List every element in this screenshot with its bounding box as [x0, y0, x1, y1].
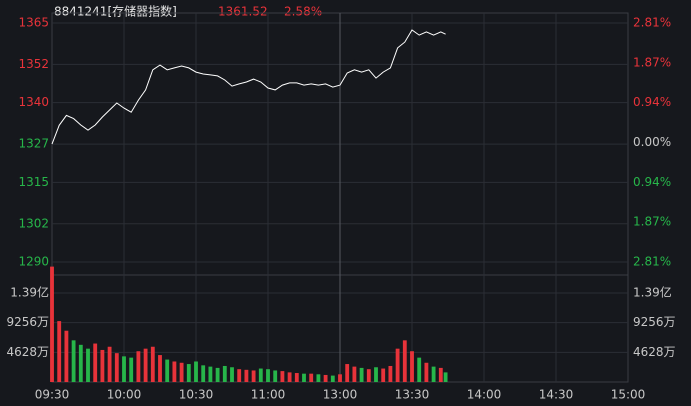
y2-tick-label: 1.87%	[633, 215, 671, 229]
y-tick-label: 1302	[18, 216, 49, 230]
volume-bar	[179, 362, 184, 382]
volume-bar	[237, 369, 242, 382]
x-tick-label: 13:00	[323, 388, 358, 402]
volume-bar	[258, 368, 263, 382]
volume-bar	[251, 370, 256, 382]
x-tick-label: 14:00	[467, 388, 502, 402]
volume-bar	[273, 370, 278, 382]
volume-bar	[100, 349, 105, 382]
volume-tick-label: 1.39亿	[10, 285, 49, 300]
volume-bar	[71, 340, 76, 382]
y2-tick-label: 1.87%	[633, 55, 671, 69]
price-line	[51, 29, 446, 145]
volume-bar	[230, 367, 234, 382]
y2-tick-label: 0.94%	[633, 95, 671, 109]
y-tick-label: 1315	[18, 175, 49, 189]
y2-tick-label: 0.00%	[633, 135, 671, 149]
volume-bar	[143, 348, 148, 382]
volume-bar	[388, 365, 393, 382]
volume-bar	[64, 330, 69, 382]
volume-bar	[352, 366, 357, 382]
volume-bar	[309, 373, 314, 382]
volume-bar	[294, 373, 299, 382]
volume-bar	[438, 367, 443, 382]
volume-bar	[443, 372, 448, 382]
volume-bar	[338, 374, 342, 382]
volume-bar	[417, 357, 422, 382]
volume-bar	[402, 340, 407, 382]
volume-tick-label: 9256万	[6, 315, 49, 329]
volume-bar	[431, 366, 436, 382]
volume-tick-label: 1.39亿	[633, 285, 672, 300]
y-tick-label: 1290	[18, 255, 49, 269]
y2-tick-label: 2.81%	[633, 255, 671, 269]
y2-tick-label: 0.94%	[633, 175, 671, 189]
volume-bar	[107, 346, 112, 382]
volume-bar	[93, 343, 98, 382]
volume-bar	[136, 351, 141, 382]
x-tick-label: 10:00	[107, 388, 142, 402]
y2-tick-label: 2.81%	[633, 16, 671, 30]
volume-bar	[424, 362, 429, 382]
volume-bar	[158, 355, 162, 382]
change-pct: 2.58%	[284, 5, 322, 19]
volume-bar	[359, 367, 364, 382]
volume-bar	[122, 356, 126, 382]
volume-bar	[129, 357, 134, 382]
volume-bar	[287, 372, 292, 382]
volume-bar	[316, 374, 321, 382]
x-tick-label: 13:30	[395, 388, 430, 402]
y-tick-label: 1340	[18, 95, 49, 109]
y-tick-label: 1352	[18, 57, 49, 71]
volume-bar	[345, 364, 350, 382]
last-price: 1361.52	[218, 5, 268, 19]
y-tick-label: 1365	[18, 16, 49, 30]
volume-bar	[330, 375, 335, 382]
title: 8841241[存储器指数]	[54, 4, 177, 19]
volume-bar	[78, 344, 83, 382]
volume-bar	[194, 361, 198, 382]
volume-bar	[186, 364, 191, 382]
x-tick-label: 14:30	[539, 388, 574, 402]
volume-bar	[114, 353, 119, 382]
volume-bar	[266, 369, 270, 382]
volume-tick-label: 4628万	[633, 345, 676, 359]
volume-bar	[172, 361, 177, 382]
volume-bar	[244, 369, 249, 382]
volume-bar	[150, 346, 155, 382]
volume-bar	[395, 348, 400, 382]
y-tick-label: 1327	[18, 137, 49, 151]
volume-bar	[208, 366, 213, 382]
volume-bar	[366, 369, 371, 382]
volume-bar	[50, 266, 54, 382]
volume-bar	[215, 367, 220, 382]
volume-bar	[374, 367, 378, 382]
volume-bar	[57, 321, 62, 382]
volume-bar	[302, 373, 306, 382]
volume-bar	[410, 351, 414, 382]
volume-tick-label: 4628万	[6, 345, 49, 359]
volume-bar	[222, 365, 227, 382]
x-tick-label: 15:00	[611, 388, 646, 402]
volume-bar	[323, 374, 328, 382]
volume-bar	[201, 365, 206, 382]
volume-bar	[381, 368, 386, 382]
volume-bar	[86, 348, 90, 382]
x-tick-label: 09:30	[35, 388, 70, 402]
volume-bar	[280, 371, 285, 382]
x-tick-label: 11:00	[251, 388, 286, 402]
volume-bar	[165, 359, 170, 382]
x-tick-label: 10:30	[179, 388, 214, 402]
volume-tick-label: 9256万	[633, 315, 676, 329]
